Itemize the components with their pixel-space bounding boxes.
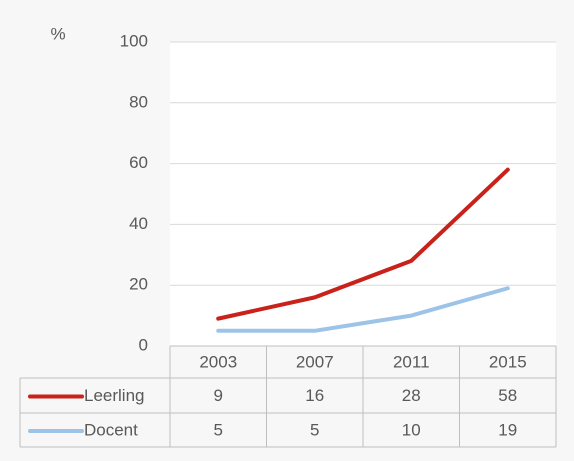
x-tick-label: 2015 [489,352,527,371]
y-tick-label: 100 [120,31,148,50]
x-tick-label: 2011 [393,352,430,371]
y-tick-label: 80 [129,92,148,111]
table-value: 19 [498,420,517,439]
y-tick-label: 0 [139,335,148,354]
y-axis-label: % [50,24,65,43]
series-line [216,167,510,321]
legend-label: Docent [84,420,138,439]
table-value: 58 [498,386,517,405]
y-tick-label: 40 [129,214,148,233]
table-value: 5 [310,420,319,439]
legend-label: Leerling [84,386,145,405]
table-value: 10 [402,420,421,439]
y-tick-label: 20 [129,275,148,294]
series-line [216,286,510,333]
table-value: 16 [305,386,324,405]
table-value: 5 [214,420,223,439]
plot-area [170,42,556,346]
table-value: 9 [214,386,223,405]
table-value: 28 [402,386,421,405]
x-tick-label: 2007 [296,352,334,371]
y-tick-label: 60 [129,153,148,172]
x-tick-label: 2003 [199,352,237,371]
